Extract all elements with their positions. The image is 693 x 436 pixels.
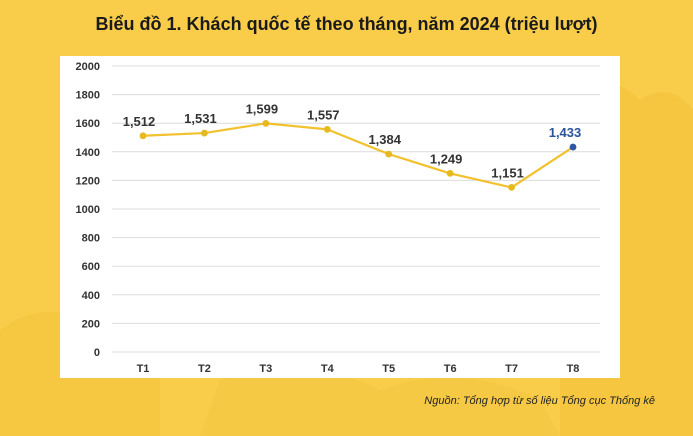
data-label: 1,433 <box>549 125 582 140</box>
y-tick-label: 1400 <box>76 147 100 159</box>
chart-panel <box>60 56 620 378</box>
x-tick-label: T4 <box>321 363 335 375</box>
y-tick-label: 0 <box>94 347 100 359</box>
series-line <box>142 122 574 189</box>
data-point <box>262 119 270 127</box>
data-label: 1,512 <box>123 114 156 129</box>
data-label: 1,249 <box>430 151 463 166</box>
line-chart: 0 200 400 600 800 1000 1200 1400 1600 1800 2000 T1… <box>76 61 600 375</box>
x-tick-label: T3 <box>259 363 272 375</box>
data-points <box>139 119 577 191</box>
x-tick-label: T5 <box>382 363 395 375</box>
y-axis-ticks: 0 200 400 600 800 1000 1200 1400 1600 1800 2000 <box>76 61 100 359</box>
data-point <box>446 169 454 177</box>
data-label: 1,599 <box>246 101 279 116</box>
source-note: Nguồn: Tổng hợp từ số liệu Tổng cục Thốn… <box>424 395 655 407</box>
data-point <box>508 184 515 191</box>
data-label: 1,151 <box>491 165 524 180</box>
data-labels: 1,512 1,531 1,599 1,557 1,384 1,249 1,151 1,433 <box>123 101 582 180</box>
data-point <box>201 129 208 137</box>
data-label: 1,531 <box>184 111 217 126</box>
x-tick-label: T2 <box>198 363 211 375</box>
y-tick-label: 2000 <box>76 61 100 73</box>
data-label: 1,557 <box>307 107 340 122</box>
y-tick-label: 1000 <box>76 204 100 216</box>
chart-title: Biểu đồ 1. Khách quốc tế theo tháng, năm… <box>95 14 598 34</box>
x-tick-label: T6 <box>444 363 457 375</box>
y-tick-label: 600 <box>82 261 100 273</box>
x-axis-ticks: T1 T2 T3 T4 T5 T6 T7 T8 <box>137 363 580 375</box>
grid-layer <box>112 65 600 353</box>
y-tick-label: 1600 <box>76 118 100 130</box>
x-tick-label: T8 <box>567 363 580 375</box>
y-tick-label: 1800 <box>76 90 100 102</box>
y-tick-label: 800 <box>82 233 100 245</box>
y-tick-label: 400 <box>82 290 100 302</box>
x-tick-label: T1 <box>137 363 150 375</box>
data-point <box>139 132 147 140</box>
data-label: 1,384 <box>368 132 401 147</box>
x-tick-label: T7 <box>505 363 518 375</box>
y-tick-label: 200 <box>82 318 100 330</box>
y-tick-label: 1200 <box>76 175 100 187</box>
series-line-layer <box>142 122 574 189</box>
data-point <box>569 143 577 151</box>
data-point <box>323 125 331 133</box>
data-point <box>385 150 393 158</box>
